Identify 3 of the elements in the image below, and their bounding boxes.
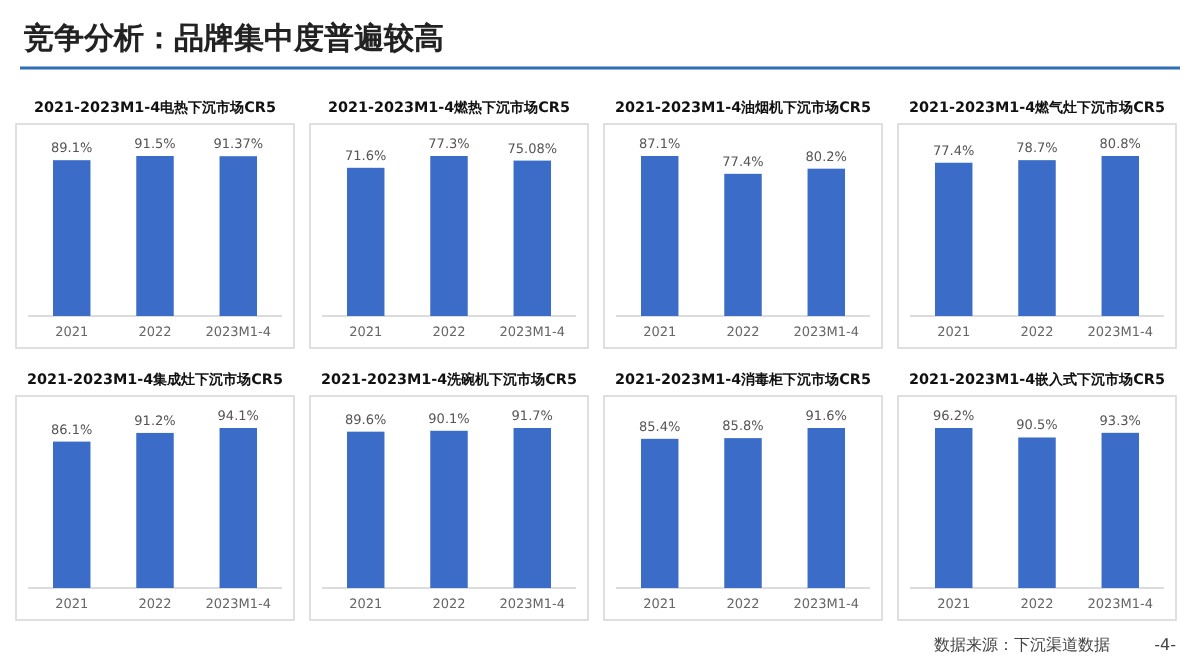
text: -4- [1154,636,1177,654]
source-note: 数据来源：下沉渠道数据 [934,636,1110,654]
text: 竞争分析：品牌集中度普遍较高 [22,20,444,56]
